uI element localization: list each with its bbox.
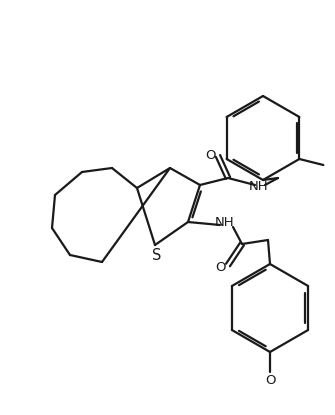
Text: O: O: [206, 149, 216, 161]
Text: O: O: [216, 261, 226, 273]
Text: S: S: [152, 247, 162, 263]
Text: NH: NH: [215, 215, 235, 229]
Text: O: O: [265, 374, 275, 386]
Text: NH: NH: [249, 180, 269, 193]
